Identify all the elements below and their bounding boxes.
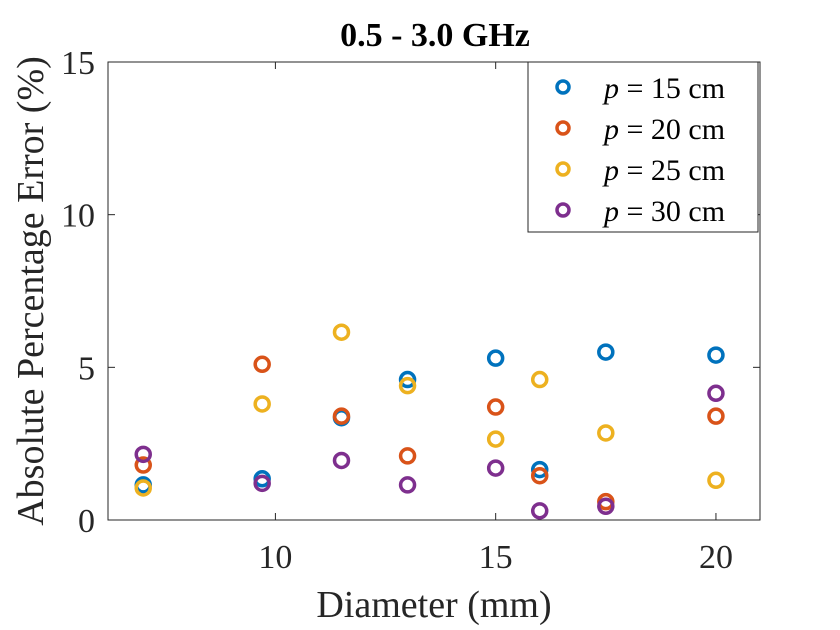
data-point [530,502,549,520]
legend-label: p = 25 cm [602,154,725,187]
axis-ticks: 10 15 20 0 5 10 15 [61,45,760,576]
legend-marker [555,161,571,177]
x-tick-label: 15 [479,539,513,576]
data-point [707,407,725,425]
data-point [398,476,417,494]
data-point [253,395,271,413]
data-point [707,471,725,490]
data-point [530,370,549,389]
legend-marker [555,79,571,95]
chart-title: 0.5 - 3.0 GHz [340,17,530,54]
y-tick-label: 5 [78,350,95,387]
data-point [332,407,351,425]
data-point [134,456,152,474]
data-point [332,323,351,341]
data-point [134,479,152,497]
data-point [398,370,417,389]
x-axis-label: Diameter (mm) [316,584,551,626]
data-point [530,460,549,479]
legend: p = 15 cm p = 20 cm p = 25 cm p = 30 cm [527,61,759,233]
y-tick-label: 10 [61,198,95,235]
data-point [707,346,725,364]
data-point [332,451,351,470]
data-point [597,343,615,361]
legend-label: p = 20 cm [602,113,725,146]
data-point [486,459,505,477]
data-point [134,445,152,464]
legend-marker [555,202,571,218]
legend-marker [555,120,571,136]
data-point [597,424,615,442]
data-point [253,355,271,374]
y-axis-label: Absolute Percentage Error (%) [10,56,52,526]
data-point [398,376,417,395]
data-point [530,466,549,485]
data-point [486,349,505,367]
y-tick-label: 0 [78,503,95,540]
x-tick-label: 20 [699,539,733,576]
x-tick-label: 10 [258,539,292,576]
data-point [253,474,271,493]
data-point [486,398,505,416]
data-point [398,447,417,465]
legend-label: p = 30 cm [602,195,725,228]
data-point [486,430,505,448]
data-point [597,497,615,516]
data-points [134,323,725,520]
legend-label: p = 15 cm [602,72,725,105]
data-point [707,384,725,403]
y-tick-label: 15 [61,45,95,82]
